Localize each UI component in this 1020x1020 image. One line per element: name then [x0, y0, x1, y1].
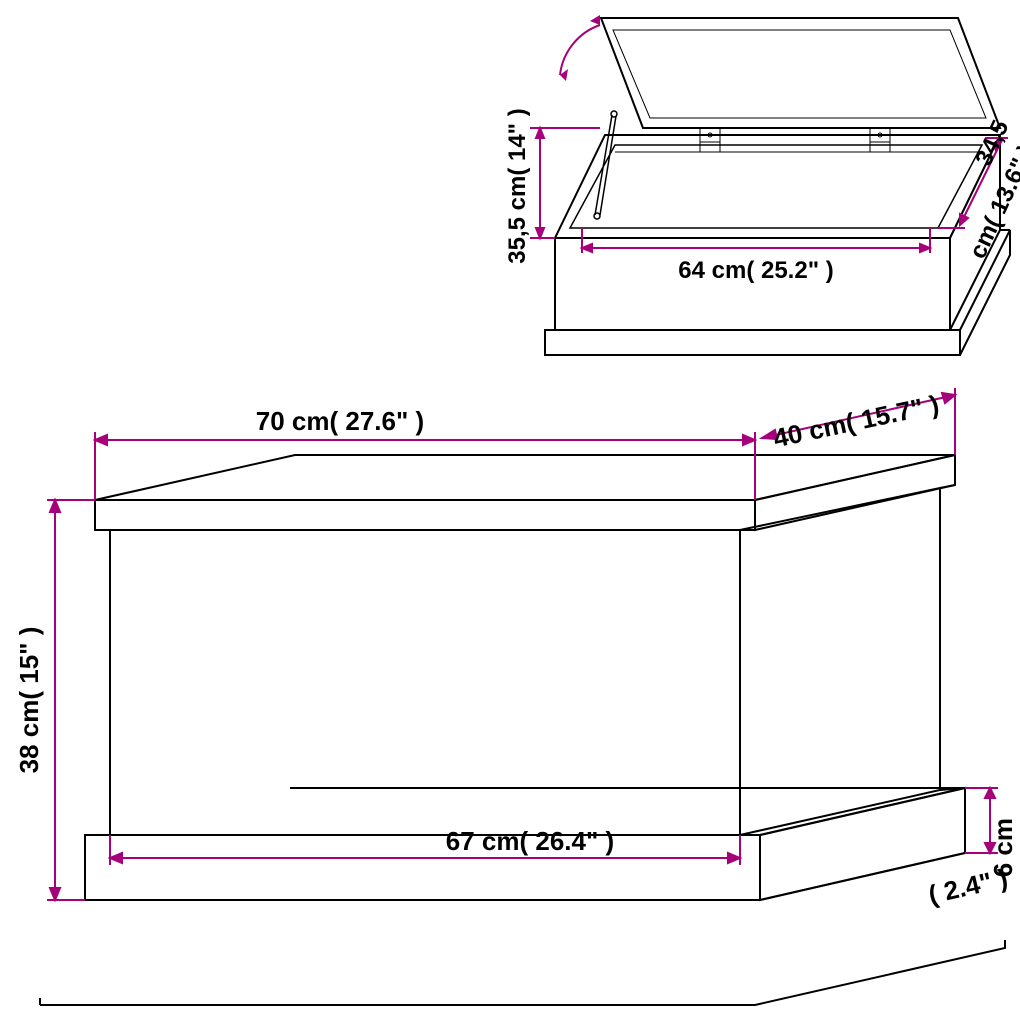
- main-width-label: 70 cm( 27.6" ): [256, 406, 424, 436]
- closed-box-view: 70 cm( 27.6" ) 40 cm( 15.7" ) 38 cm( 15"…: [14, 388, 1018, 1005]
- main-depth-label: 40 cm( 15.7" ): [771, 389, 942, 453]
- main-inner-width-label: 67 cm( 26.4" ): [446, 826, 614, 856]
- open-left-height-label: 35,5 cm( 14" ): [504, 108, 531, 263]
- open-box-view: 64 cm( 25.2" ) 35,5 cm( 14" ) 34,5 cm( 1…: [504, 15, 1020, 355]
- dimension-diagram: 64 cm( 25.2" ) 35,5 cm( 14" ) 34,5 cm( 1…: [0, 0, 1020, 1020]
- main-base-height-label-2: ( 2.4" ): [926, 863, 1011, 910]
- open-inner-width-label: 64 cm( 25.2" ): [678, 257, 833, 284]
- main-height-label: 38 cm( 15" ): [14, 627, 44, 774]
